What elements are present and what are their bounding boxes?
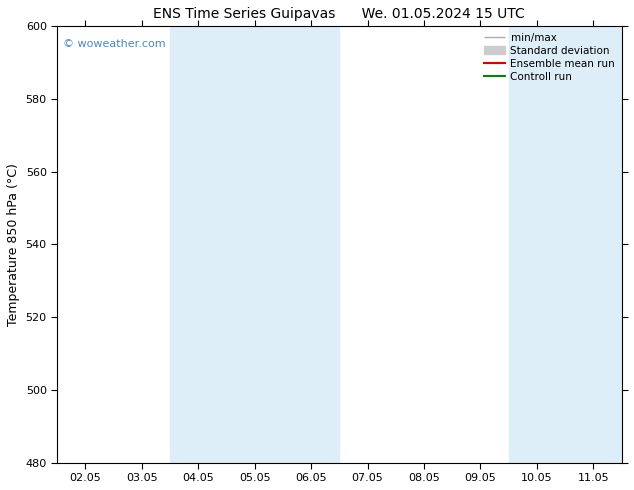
Legend: min/max, Standard deviation, Ensemble mean run, Controll run: min/max, Standard deviation, Ensemble me… <box>481 28 619 86</box>
Text: © woweather.com: © woweather.com <box>63 39 165 49</box>
Bar <box>508 26 634 463</box>
Y-axis label: Temperature 850 hPa (°C): Temperature 850 hPa (°C) <box>7 163 20 326</box>
Bar <box>170 26 339 463</box>
Title: ENS Time Series Guipavas      We. 01.05.2024 15 UTC: ENS Time Series Guipavas We. 01.05.2024 … <box>153 7 525 21</box>
